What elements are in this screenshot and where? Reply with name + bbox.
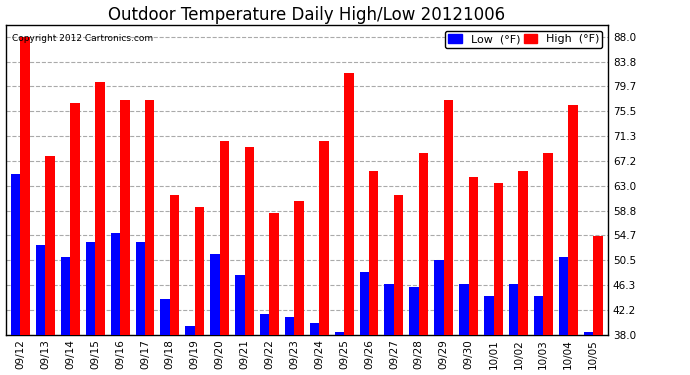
- Bar: [369, 171, 379, 335]
- Bar: [61, 257, 70, 335]
- Bar: [110, 234, 120, 335]
- Bar: [210, 254, 219, 335]
- Bar: [295, 201, 304, 335]
- Bar: [584, 332, 593, 335]
- Legend: Low  (°F), High  (°F): Low (°F), High (°F): [445, 31, 602, 48]
- Bar: [145, 99, 155, 335]
- Bar: [344, 73, 353, 335]
- Bar: [244, 147, 254, 335]
- Bar: [444, 99, 453, 335]
- Bar: [170, 195, 179, 335]
- Bar: [120, 99, 130, 335]
- Bar: [95, 82, 105, 335]
- Bar: [195, 207, 204, 335]
- Bar: [419, 153, 428, 335]
- Bar: [11, 174, 21, 335]
- Bar: [135, 242, 145, 335]
- Text: Copyright 2012 Cartronics.com: Copyright 2012 Cartronics.com: [12, 34, 152, 44]
- Bar: [270, 213, 279, 335]
- Bar: [46, 156, 55, 335]
- Bar: [409, 287, 419, 335]
- Bar: [335, 332, 344, 335]
- Bar: [310, 323, 319, 335]
- Bar: [518, 171, 528, 335]
- Bar: [86, 242, 95, 335]
- Bar: [509, 284, 518, 335]
- Bar: [70, 102, 80, 335]
- Bar: [21, 37, 30, 335]
- Bar: [394, 195, 404, 335]
- Bar: [559, 257, 568, 335]
- Bar: [534, 296, 543, 335]
- Bar: [434, 260, 444, 335]
- Bar: [260, 314, 270, 335]
- Bar: [568, 105, 578, 335]
- Bar: [36, 245, 46, 335]
- Bar: [235, 275, 244, 335]
- Bar: [359, 272, 369, 335]
- Bar: [543, 153, 553, 335]
- Bar: [384, 284, 394, 335]
- Bar: [186, 326, 195, 335]
- Bar: [160, 299, 170, 335]
- Bar: [319, 141, 328, 335]
- Bar: [493, 183, 503, 335]
- Bar: [593, 237, 602, 335]
- Bar: [219, 141, 229, 335]
- Bar: [469, 177, 478, 335]
- Title: Outdoor Temperature Daily High/Low 20121006: Outdoor Temperature Daily High/Low 20121…: [108, 6, 505, 24]
- Bar: [484, 296, 493, 335]
- Bar: [459, 284, 469, 335]
- Bar: [285, 317, 295, 335]
